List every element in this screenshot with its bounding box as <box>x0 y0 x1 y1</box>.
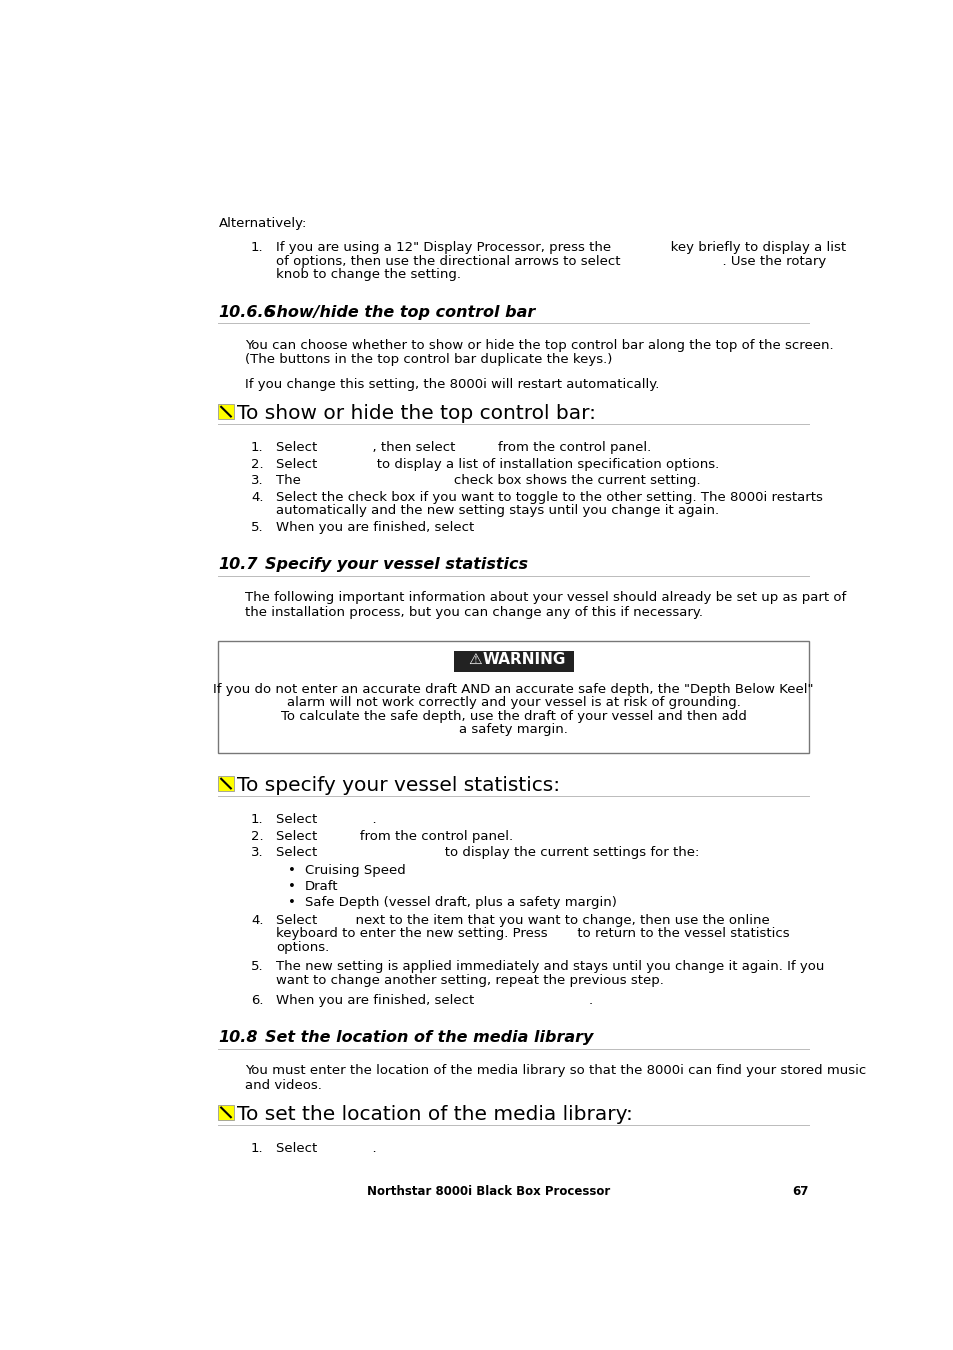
Text: If you do not enter an accurate draft AND an accurate safe depth, the "Depth Bel: If you do not enter an accurate draft AN… <box>213 683 813 695</box>
Text: 2.: 2. <box>251 458 263 471</box>
Text: •: • <box>288 864 295 878</box>
Text: Cruising Speed: Cruising Speed <box>305 864 406 878</box>
Text: 1.: 1. <box>251 441 263 454</box>
Text: Draft: Draft <box>305 880 338 894</box>
Text: The following important information about your vessel should already be set up a: The following important information abou… <box>245 591 845 605</box>
Text: Select         next to the item that you want to change, then use the online: Select next to the item that you want to… <box>275 914 769 927</box>
Text: 10.7: 10.7 <box>218 558 257 572</box>
Text: the installation process, but you can change any of this if necessary.: the installation process, but you can ch… <box>245 606 702 618</box>
Text: want to change another setting, repeat the previous step.: want to change another setting, repeat t… <box>275 973 663 987</box>
Text: 3.: 3. <box>251 846 263 859</box>
Text: Set the location of the media library: Set the location of the media library <box>265 1030 593 1045</box>
Text: Select                              to display the current settings for the:: Select to display the current settings f… <box>275 846 699 859</box>
Bar <box>218 776 233 791</box>
Text: If you are using a 12" Display Processor, press the              key briefly to : If you are using a 12" Display Processor… <box>275 242 845 254</box>
Text: When you are finished, select                           .: When you are finished, select . <box>275 994 593 1007</box>
Text: To specify your vessel statistics:: To specify your vessel statistics: <box>237 776 560 795</box>
Text: Alternatively:: Alternatively: <box>218 217 307 231</box>
Text: of options, then use the directional arrows to select                        . U: of options, then use the directional arr… <box>275 255 825 267</box>
Text: 10.8: 10.8 <box>218 1030 257 1045</box>
Bar <box>218 1104 233 1120</box>
Text: 3.: 3. <box>251 474 263 487</box>
Text: Select             .: Select . <box>275 1142 376 1154</box>
Text: 67: 67 <box>792 1184 808 1197</box>
Text: options.: options. <box>275 941 329 954</box>
Text: keyboard to enter the new setting. Press       to return to the vessel statistic: keyboard to enter the new setting. Press… <box>275 927 788 941</box>
Text: 4.: 4. <box>251 491 263 504</box>
Text: (The buttons in the top control bar duplicate the keys.): (The buttons in the top control bar dupl… <box>245 354 612 366</box>
Text: You must enter the location of the media library so that the 8000i can find your: You must enter the location of the media… <box>245 1064 865 1077</box>
Text: and videos.: and videos. <box>245 1079 321 1092</box>
Text: When you are finished, select: When you are finished, select <box>275 521 474 533</box>
Text: knob to change the setting.: knob to change the setting. <box>275 269 460 281</box>
Text: Show/hide the top control bar: Show/hide the top control bar <box>265 305 535 320</box>
Text: 2.: 2. <box>251 830 263 842</box>
Text: Select             .: Select . <box>275 813 376 826</box>
Text: WARNING: WARNING <box>481 652 565 667</box>
Text: To show or hide the top control bar:: To show or hide the top control bar: <box>237 404 596 423</box>
Text: ⚠: ⚠ <box>468 652 481 667</box>
Text: 4.: 4. <box>251 914 263 927</box>
Text: Select the check box if you want to toggle to the other setting. The 8000i resta: Select the check box if you want to togg… <box>275 491 821 504</box>
Bar <box>454 651 573 672</box>
Text: alarm will not work correctly and your vessel is at risk of grounding.: alarm will not work correctly and your v… <box>287 697 740 709</box>
Text: a safety margin.: a safety margin. <box>458 724 568 736</box>
Text: The new setting is applied immediately and stays until you change it again. If y: The new setting is applied immediately a… <box>275 960 823 973</box>
Text: 1.: 1. <box>251 242 263 254</box>
Bar <box>218 641 808 753</box>
Text: Select          from the control panel.: Select from the control panel. <box>275 830 513 842</box>
Text: If you change this setting, the 8000i will restart automatically.: If you change this setting, the 8000i wi… <box>245 378 659 392</box>
Text: Select             , then select          from the control panel.: Select , then select from the control pa… <box>275 441 650 454</box>
Text: Northstar 8000i Black Box Processor: Northstar 8000i Black Box Processor <box>367 1184 610 1197</box>
Text: Specify your vessel statistics: Specify your vessel statistics <box>265 558 527 572</box>
Text: Safe Depth (vessel draft, plus a safety margin): Safe Depth (vessel draft, plus a safety … <box>305 896 617 909</box>
Text: Select              to display a list of installation specification options.: Select to display a list of installation… <box>275 458 719 471</box>
Text: You can choose whether to show or hide the top control bar along the top of the : You can choose whether to show or hide t… <box>245 339 833 352</box>
Text: 5.: 5. <box>251 960 263 973</box>
Text: •: • <box>288 880 295 894</box>
Text: 1.: 1. <box>251 813 263 826</box>
Text: 10.6.6: 10.6.6 <box>218 305 274 320</box>
Text: •: • <box>288 896 295 909</box>
Text: automatically and the new setting stays until you change it again.: automatically and the new setting stays … <box>275 505 719 517</box>
Text: To set the location of the media library:: To set the location of the media library… <box>237 1104 633 1123</box>
Bar <box>218 404 233 420</box>
Text: 1.: 1. <box>251 1142 263 1154</box>
Text: To calculate the safe depth, use the draft of your vessel and then add: To calculate the safe depth, use the dra… <box>280 710 746 722</box>
Text: The                                    check box shows the current setting.: The check box shows the current setting. <box>275 474 700 487</box>
Text: 5.: 5. <box>251 521 263 533</box>
Text: 6.: 6. <box>251 994 263 1007</box>
